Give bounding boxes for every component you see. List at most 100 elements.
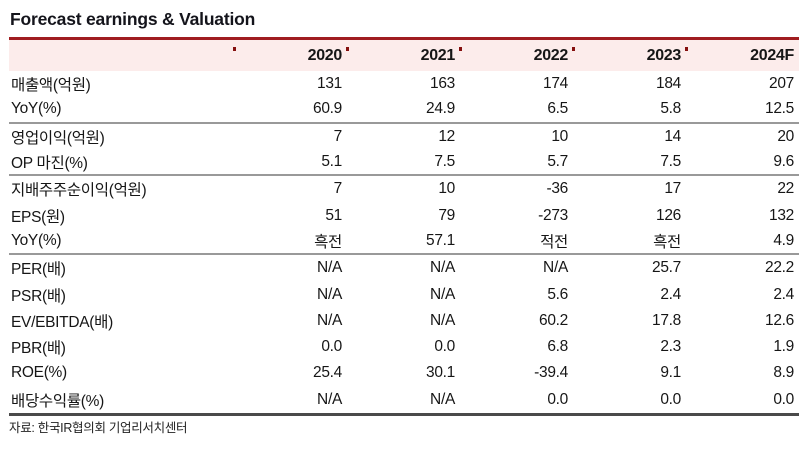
- row-value: 132: [769, 206, 794, 224]
- row-label: ROE(%): [11, 364, 67, 382]
- table-row: EV/EBITDA(배) N/A N/A 60.2 17.8 12.6: [9, 308, 799, 334]
- row-value: 25.4: [313, 364, 342, 382]
- row-value: 1.9: [773, 338, 794, 356]
- row-value: 60.2: [539, 311, 568, 329]
- row-label: PBR(배): [11, 340, 66, 358]
- row-value: 4.9: [773, 231, 794, 249]
- header-year-2020: 2020: [233, 46, 346, 65]
- row-value: 24.9: [426, 100, 455, 118]
- row-label: PSR(배): [11, 287, 66, 305]
- row-value: 7: [333, 127, 343, 145]
- row-value: 10: [551, 127, 568, 145]
- row-value: 12.6: [765, 311, 794, 329]
- row-value: 207: [769, 75, 794, 93]
- row-value: 20: [777, 127, 794, 145]
- row-value: -39.4: [534, 364, 568, 382]
- row-value: N/A: [430, 259, 455, 277]
- row-value: 10: [438, 180, 455, 198]
- source-note: 자료: 한국IR협의회 기업리서치센터: [9, 420, 188, 435]
- row-label: 지배주주순이익(억원): [11, 182, 147, 200]
- row-value: 0.0: [321, 338, 342, 356]
- row-value: 22.2: [765, 259, 794, 277]
- table-row: PSR(배) N/A N/A 5.6 2.4 2.4: [9, 281, 799, 307]
- row-value: 7: [333, 180, 343, 198]
- table-row: ROE(%) 25.4 30.1 -39.4 9.1 8.9: [9, 360, 799, 386]
- row-value: 0.0: [547, 390, 568, 408]
- row-value: 14: [664, 127, 681, 145]
- row-value: -36: [546, 180, 568, 198]
- row-value: N/A: [543, 259, 568, 277]
- row-value: 126: [656, 206, 681, 224]
- row-label: EPS(원): [11, 208, 65, 226]
- table-header-row: 2020 2021 2022 2023 2024F: [9, 37, 799, 71]
- earnings-valuation-table: 2020 2021 2022 2023 2024F 매출액(억원) 131 163 174 18…: [9, 37, 799, 416]
- row-value: 7.5: [434, 153, 455, 171]
- row-value: 7.5: [660, 153, 681, 171]
- header-year-2022: 2022: [459, 46, 572, 65]
- row-value: N/A: [317, 390, 342, 408]
- table-row: YoY(%) 60.9 24.9 6.5 5.8 12.5: [9, 97, 799, 124]
- row-value: 30.1: [426, 364, 455, 382]
- row-value: 2.3: [660, 338, 681, 356]
- row-value: 17: [664, 180, 681, 198]
- page-title: Forecast earnings & Valuation: [10, 9, 256, 29]
- header-year-2023: 2023: [572, 46, 685, 65]
- row-label: YoY(%): [11, 100, 62, 118]
- row-value: 2.4: [773, 285, 794, 303]
- row-value: 8.9: [773, 364, 794, 382]
- row-value: 60.9: [313, 100, 342, 118]
- row-value: 5.7: [547, 153, 568, 171]
- row-value: N/A: [317, 285, 342, 303]
- row-value: 12: [438, 127, 455, 145]
- row-label: 영업이익(억원): [11, 129, 105, 147]
- row-value: 17.8: [652, 311, 681, 329]
- row-label: YoY(%): [11, 231, 62, 249]
- table-body: 매출액(억원) 131 163 174 184 207 YoY(%) 60.9 24.9 6.5 5…: [9, 71, 799, 416]
- row-value: 흑전: [653, 233, 681, 251]
- row-value: 9.6: [773, 153, 794, 171]
- row-label: 배당수익률(%): [11, 392, 105, 410]
- row-label: PER(배): [11, 261, 66, 279]
- table-row: PER(배) N/A N/A N/A 25.7 22.2: [9, 255, 799, 281]
- row-label: OP 마진(%): [11, 155, 88, 173]
- row-value: 6.5: [547, 100, 568, 118]
- row-value: 184: [656, 75, 681, 93]
- row-value: 0.0: [660, 390, 681, 408]
- table-row: 지배주주순이익(억원) 7 10 -36 17 22: [9, 176, 799, 202]
- row-value: -273: [538, 206, 568, 224]
- row-value: 적전: [540, 233, 568, 251]
- row-value: N/A: [430, 285, 455, 303]
- row-value: N/A: [317, 259, 342, 277]
- table-row: 영업이익(억원) 7 12 10 14 20: [9, 124, 799, 150]
- row-value: 2.4: [660, 285, 681, 303]
- row-value: 25.7: [652, 259, 681, 277]
- table-row: PBR(배) 0.0 0.0 6.8 2.3 1.9: [9, 334, 799, 360]
- row-value: 51: [325, 206, 342, 224]
- row-value: 12.5: [765, 100, 794, 118]
- row-value: 5.6: [547, 285, 568, 303]
- report-page: Forecast earnings & Valuation 2020 2021 20…: [0, 8, 801, 451]
- header-year-2021: 2021: [346, 46, 459, 65]
- row-value: 163: [430, 75, 455, 93]
- row-value: 6.8: [547, 338, 568, 356]
- row-value: 57.1: [426, 231, 455, 249]
- row-value: N/A: [430, 311, 455, 329]
- row-value: N/A: [317, 311, 342, 329]
- row-value: 5.8: [660, 100, 681, 118]
- row-value: 79: [438, 206, 455, 224]
- table-row: 매출액(억원) 131 163 174 184 207: [9, 71, 799, 97]
- row-label: 매출액(억원): [11, 77, 91, 95]
- row-value: 22: [777, 180, 794, 198]
- table-row: EPS(원) 51 79 -273 126 132: [9, 202, 799, 228]
- row-label: EV/EBITDA(배): [11, 313, 113, 331]
- row-value: 131: [317, 75, 342, 93]
- row-value: 174: [543, 75, 568, 93]
- table-row: YoY(%) 흑전 57.1 적전 흑전 4.9: [9, 229, 799, 256]
- row-value: N/A: [430, 390, 455, 408]
- header-year-2024F: 2024F: [685, 46, 798, 65]
- row-value: 흑전: [314, 233, 342, 251]
- row-value: 5.1: [321, 153, 342, 171]
- table-row: 배당수익률(%) N/A N/A 0.0 0.0 0.0: [9, 387, 799, 413]
- row-value: 0.0: [773, 390, 794, 408]
- row-value: 9.1: [660, 364, 681, 382]
